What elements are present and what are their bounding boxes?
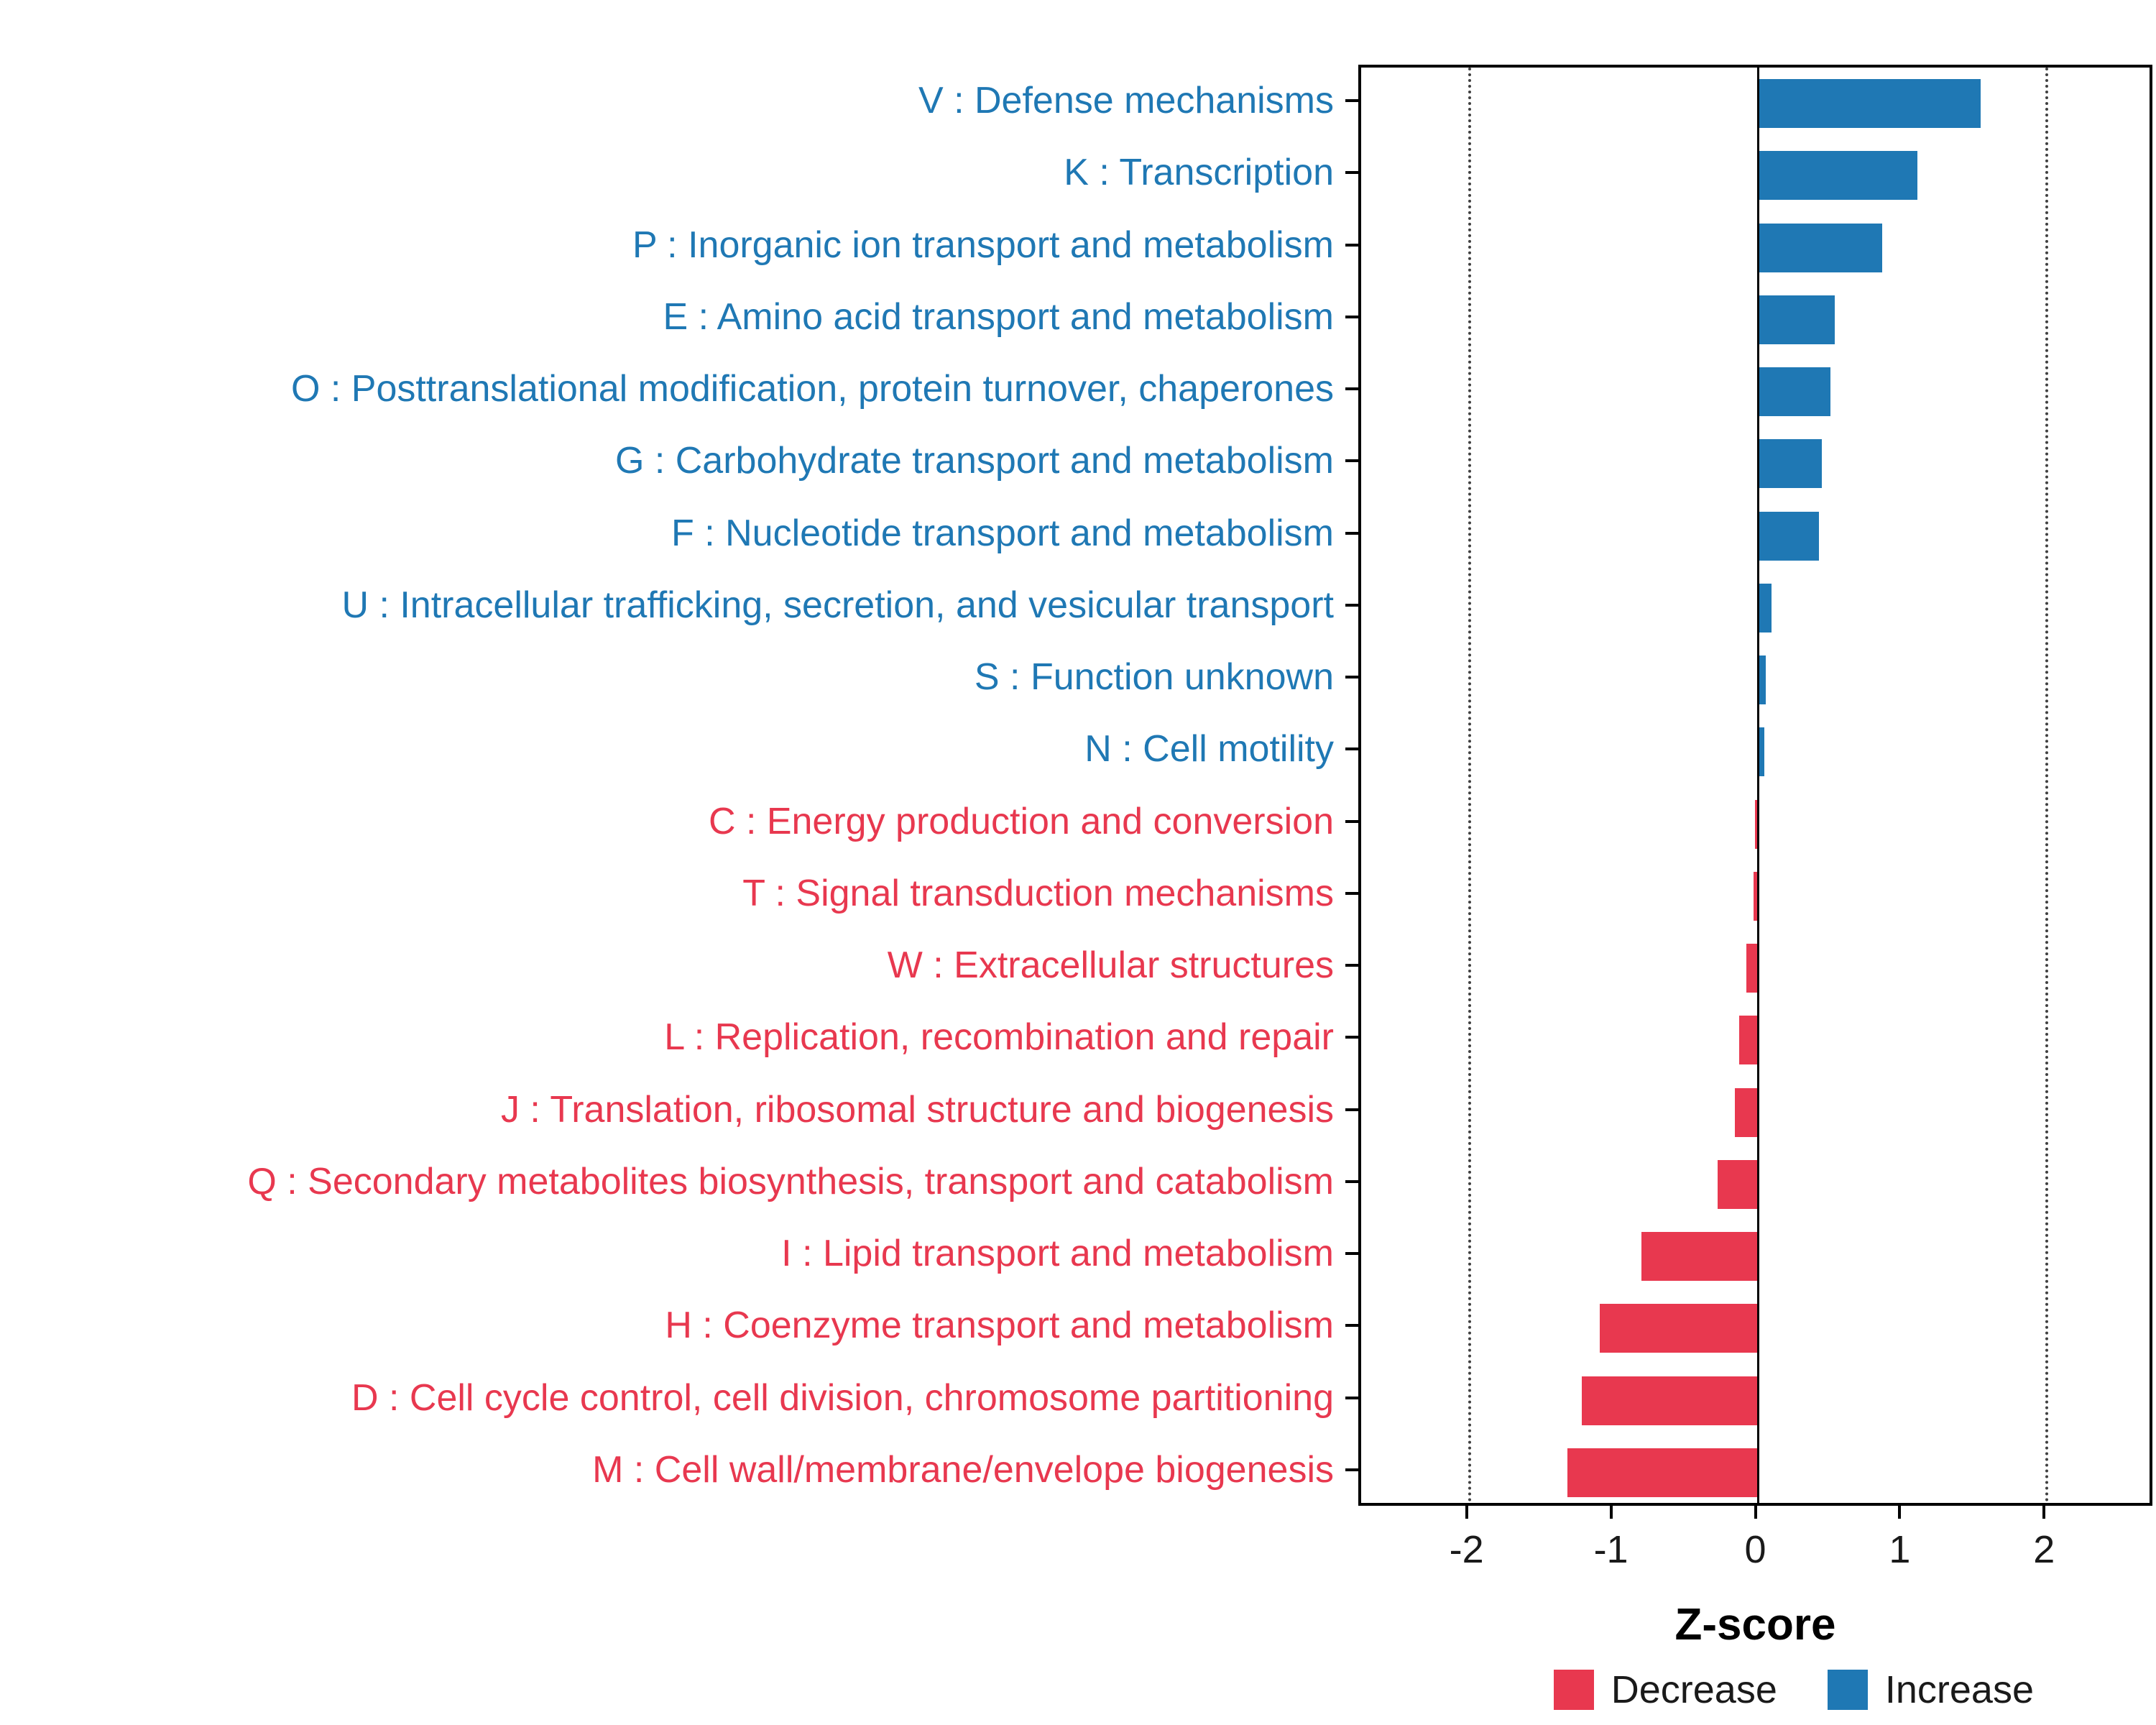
category-label: U : Intracellular trafficking, secretion…: [341, 584, 1334, 626]
y-axis-tick: [1345, 1179, 1358, 1183]
y-axis-tick: [1345, 171, 1358, 175]
y-axis-tick: [1345, 1324, 1358, 1328]
plot-panel: [1358, 65, 2152, 1506]
bar-g: [1758, 439, 1822, 489]
y-axis-tick: [1345, 387, 1358, 391]
legend-item-increase: Increase: [1827, 1668, 2034, 1712]
legend-swatch-decrease: [1553, 1670, 1594, 1710]
bar-v: [1758, 79, 1981, 129]
y-axis-tick: [1345, 99, 1358, 103]
category-label: I : Lipid transport and metabolism: [781, 1233, 1334, 1275]
category-label: J : Translation, ribosomal structure and…: [500, 1088, 1334, 1131]
legend-item-decrease: Decrease: [1553, 1668, 1777, 1712]
category-label: C : Energy production and conversion: [708, 800, 1334, 842]
category-label: T : Signal transduction mechanisms: [742, 872, 1334, 914]
category-label: V : Defense mechanisms: [918, 80, 1334, 122]
x-tick-label: 1: [1889, 1528, 1911, 1571]
category-label: S : Function unknown: [974, 656, 1334, 699]
bar-f: [1758, 511, 1819, 561]
bar-m: [1567, 1448, 1759, 1497]
y-axis-tick: [1345, 891, 1358, 895]
bar-j: [1735, 1087, 1759, 1137]
bar-s: [1758, 656, 1766, 705]
bar-o: [1758, 367, 1830, 417]
y-axis-tick: [1345, 1036, 1358, 1039]
y-axis-tick: [1345, 243, 1358, 247]
bar-p: [1758, 223, 1883, 272]
bar-k: [1758, 151, 1917, 201]
category-label: N : Cell motility: [1084, 728, 1334, 770]
category-label: H : Coenzyme transport and metabolism: [665, 1305, 1334, 1347]
zero-line: [1757, 68, 1759, 1503]
x-axis-tick: [1465, 1506, 1468, 1519]
bar-t: [1754, 871, 1759, 921]
y-axis-tick: [1345, 1396, 1358, 1399]
x-tick-label: 0: [1744, 1528, 1766, 1571]
legend: Decrease Increase: [1553, 1668, 2034, 1712]
reference-line-dotted: [2045, 68, 2049, 1503]
bar-q: [1718, 1159, 1759, 1209]
bar-l: [1739, 1016, 1759, 1065]
category-label: D : Cell cycle control, cell division, c…: [351, 1376, 1334, 1419]
y-axis-tick: [1345, 676, 1358, 679]
y-axis-tick: [1345, 603, 1358, 607]
bar-e: [1758, 295, 1835, 344]
y-axis-tick: [1345, 459, 1358, 463]
y-axis-tick: [1345, 315, 1358, 318]
legend-swatch-increase: [1827, 1670, 1868, 1710]
bar-i: [1641, 1232, 1759, 1282]
category-label: O : Posttranslational modification, prot…: [290, 368, 1334, 410]
x-tick-label: -2: [1449, 1528, 1484, 1571]
y-axis-tick: [1345, 964, 1358, 967]
x-tick-label: -1: [1593, 1528, 1628, 1571]
legend-label: Increase: [1884, 1668, 2034, 1711]
category-label: M : Cell wall/membrane/envelope biogenes…: [592, 1448, 1334, 1491]
x-axis-tick: [1609, 1506, 1613, 1519]
category-label: W : Extracellular structures: [887, 944, 1334, 987]
y-axis-tick: [1345, 1252, 1358, 1256]
y-axis-tick: [1345, 1468, 1358, 1471]
legend-label: Decrease: [1611, 1668, 1777, 1711]
bar-d: [1582, 1376, 1759, 1425]
category-label: Q : Secondary metabolites biosynthesis, …: [247, 1160, 1334, 1202]
category-label: K : Transcription: [1064, 152, 1334, 194]
category-label: P : Inorganic ion transport and metaboli…: [632, 224, 1334, 266]
x-axis-tick: [1898, 1506, 1902, 1519]
y-axis-tick: [1345, 531, 1358, 535]
category-label: L : Replication, recombination and repai…: [664, 1016, 1334, 1059]
x-axis-title: Z-score: [1674, 1600, 1836, 1650]
category-label: G : Carbohydrate transport and metabolis…: [614, 440, 1334, 482]
category-label: F : Nucleotide transport and metabolism: [671, 512, 1334, 554]
x-tick-label: 2: [2033, 1528, 2055, 1571]
y-axis-tick: [1345, 819, 1358, 823]
bar-n: [1758, 727, 1764, 777]
y-axis-tick: [1345, 1108, 1358, 1111]
x-axis-tick: [2042, 1506, 2046, 1519]
bar-w: [1746, 944, 1759, 993]
reference-line-dotted: [1468, 68, 1471, 1503]
category-label: E : Amino acid transport and metabolism: [663, 295, 1334, 338]
bar-h: [1599, 1304, 1759, 1353]
bar-u: [1758, 583, 1772, 632]
x-axis-tick: [1754, 1506, 1757, 1519]
y-axis-tick: [1345, 748, 1358, 751]
bar-c: [1755, 799, 1759, 849]
